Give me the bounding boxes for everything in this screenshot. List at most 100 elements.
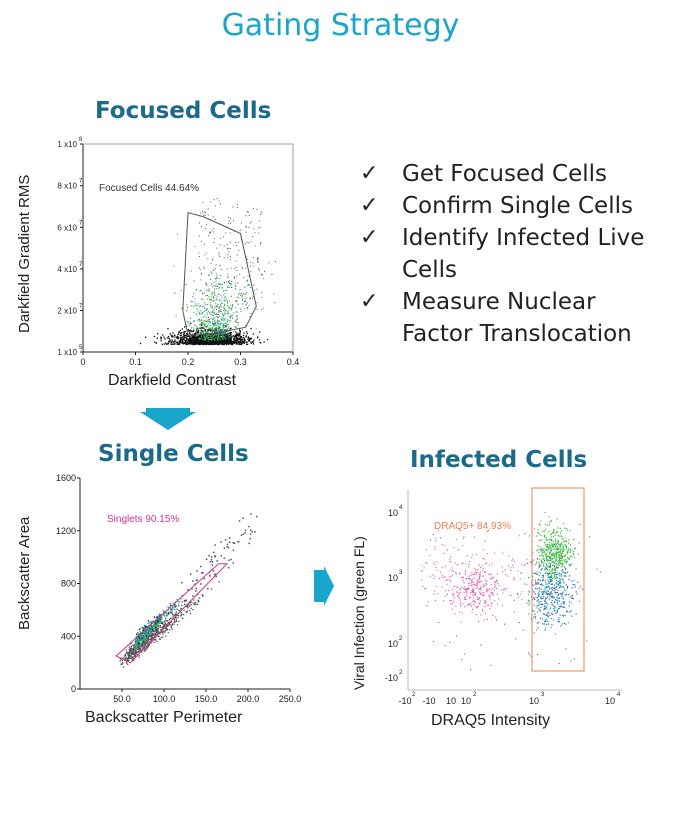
infected-point — [553, 587, 555, 589]
infected-point — [464, 586, 466, 588]
single-point — [130, 651, 132, 653]
focused-point — [215, 324, 217, 326]
single-point — [177, 605, 180, 607]
infected-point — [466, 594, 468, 597]
focused-point — [181, 307, 183, 309]
infected-point — [530, 619, 533, 621]
focused-point — [182, 341, 184, 343]
single-point — [138, 637, 140, 639]
infected-point — [562, 598, 564, 600]
single-point — [125, 649, 128, 651]
focused-point — [218, 340, 220, 342]
focused-point — [234, 334, 237, 336]
focused-point — [234, 321, 236, 323]
infected-point — [566, 529, 568, 531]
single-point — [164, 631, 166, 633]
infected-point — [464, 598, 466, 600]
focused-point — [247, 284, 249, 286]
single-point — [174, 608, 176, 611]
focused-point — [194, 304, 196, 306]
focused-point — [205, 290, 207, 292]
infected-point — [497, 582, 499, 584]
infected-point — [548, 565, 550, 567]
focused-point — [202, 337, 204, 339]
infected-point — [544, 605, 546, 607]
focused-point — [203, 337, 205, 340]
single-point — [150, 642, 152, 644]
focused-point — [176, 341, 178, 343]
focused-point — [235, 333, 238, 336]
focused-point — [259, 331, 261, 333]
focused-point — [259, 341, 261, 344]
infected-point — [455, 573, 457, 575]
focused-point — [208, 343, 211, 345]
infected-point — [473, 594, 475, 596]
infected-point — [487, 530, 489, 532]
infected-point — [554, 554, 556, 556]
single-point — [138, 643, 140, 645]
focused-point — [210, 296, 212, 298]
focused-point — [221, 317, 223, 319]
focused-point — [199, 305, 201, 307]
draq5-gate-label: DRAQ5+ 84.93% — [434, 521, 511, 532]
focused-point — [186, 309, 188, 311]
infected-point — [556, 581, 559, 583]
focused-point — [191, 342, 194, 345]
focused-point — [243, 277, 245, 279]
infected-point — [526, 583, 528, 585]
infected-point — [513, 599, 515, 601]
focused-point — [213, 281, 215, 283]
focused-point — [227, 342, 229, 344]
single-point — [200, 572, 203, 574]
focused-point — [189, 341, 191, 344]
focused-point — [221, 302, 223, 304]
focused-point — [183, 332, 186, 334]
single-point — [146, 637, 148, 639]
focused-point — [234, 339, 236, 342]
focused-point — [249, 287, 252, 289]
single-point — [213, 551, 215, 554]
focused-point — [201, 240, 203, 242]
infected-point — [575, 613, 577, 615]
infected-point — [473, 536, 476, 538]
focused-point — [227, 223, 229, 225]
infected-point — [451, 588, 454, 590]
single-point — [150, 622, 153, 624]
infected-point — [549, 588, 551, 590]
focused-point — [216, 295, 218, 297]
single-point — [144, 641, 146, 644]
infected-point — [436, 569, 438, 571]
focused-point — [230, 335, 232, 337]
focused-point — [250, 312, 252, 314]
infected-point — [537, 583, 540, 585]
infected-point — [563, 601, 565, 603]
single-point — [157, 619, 159, 621]
focused-point — [206, 335, 208, 338]
focused-point — [234, 307, 237, 309]
focused-point — [236, 339, 238, 342]
infected-point — [542, 530, 544, 533]
focused-point — [220, 324, 222, 326]
infected-point — [558, 663, 560, 665]
focused-point — [180, 337, 183, 339]
single-point — [201, 594, 203, 596]
focused-cells-plot: 1 x10 52 x10 74 x10 76 x10 78 x10 71 x10 8 0 0.… — [57, 137, 299, 367]
focused-point — [209, 330, 211, 332]
focused-point — [193, 333, 196, 335]
focused-point — [189, 329, 192, 331]
focused-point — [184, 331, 186, 333]
focused-point — [182, 335, 185, 337]
infected-point — [565, 623, 567, 625]
single-point — [139, 637, 141, 640]
infected-point — [560, 535, 562, 537]
focused-point — [222, 319, 224, 321]
infected-point — [552, 541, 555, 543]
single-point — [177, 603, 180, 605]
focused-point — [200, 322, 202, 324]
infected-point — [550, 549, 552, 551]
infected-point — [543, 623, 545, 625]
focused-point — [248, 226, 250, 228]
infected-point — [449, 560, 451, 563]
focused-point — [223, 309, 226, 311]
single-y-tick-label: 1600 — [56, 473, 76, 483]
